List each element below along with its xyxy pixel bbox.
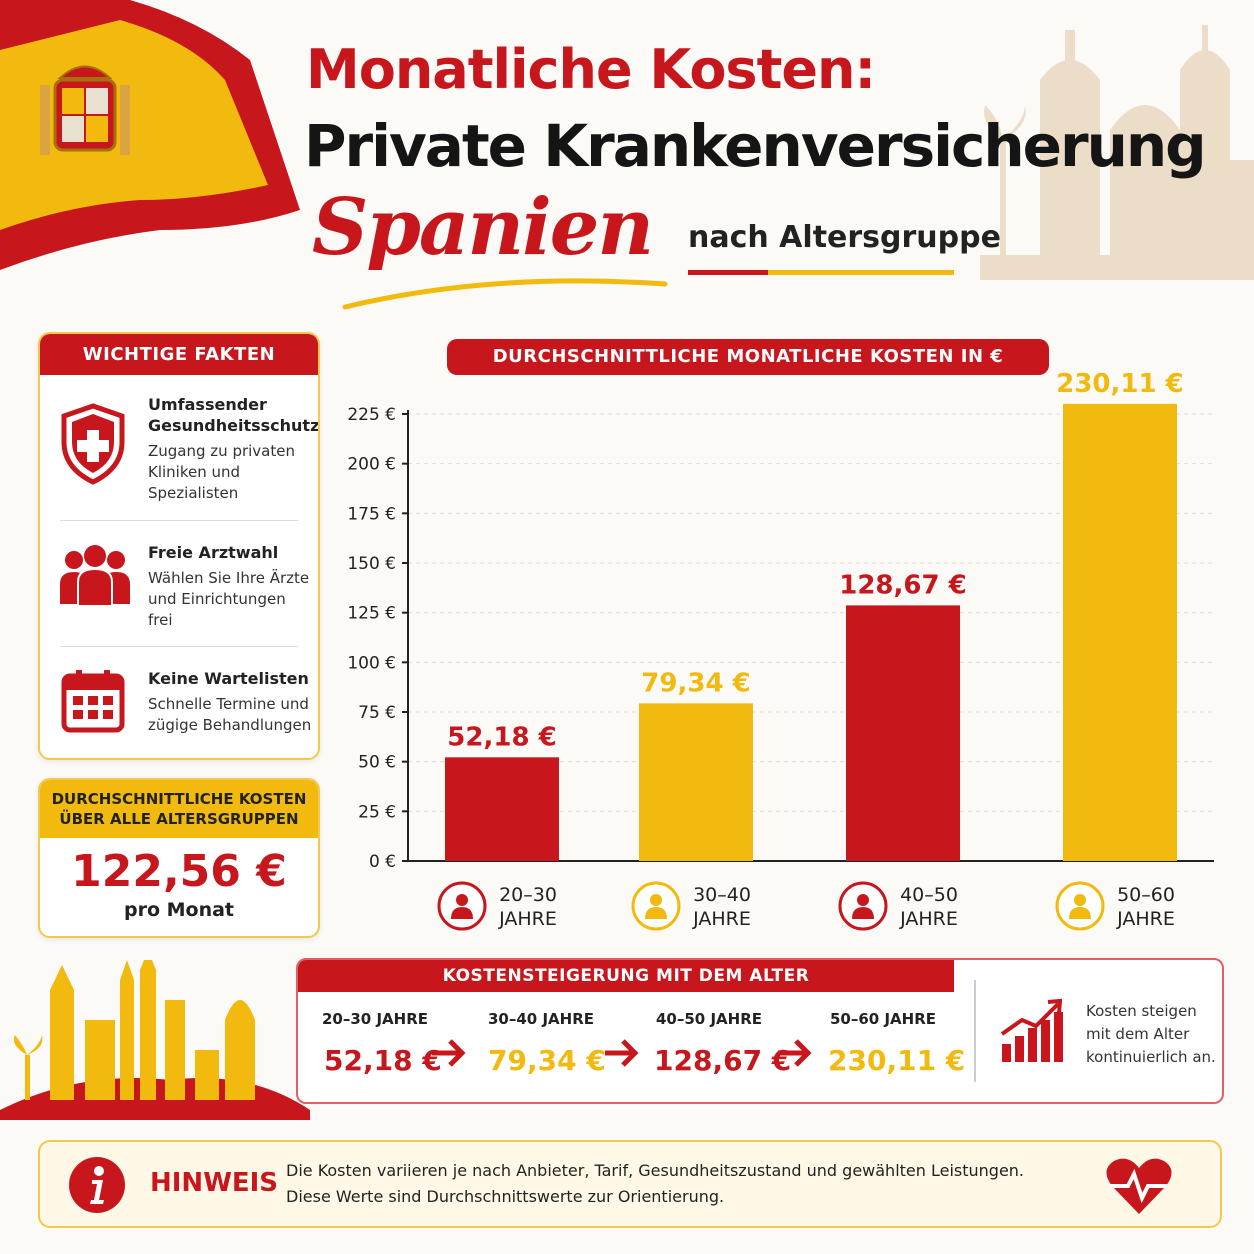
y-tick-label: 25 € bbox=[358, 802, 396, 822]
y-tick-label: 50 € bbox=[358, 753, 396, 773]
fact-title: Umfassender Gesundheitsschutz bbox=[148, 395, 320, 435]
facts-title: WICHTIGE FAKTEN bbox=[40, 334, 318, 375]
divider bbox=[60, 646, 298, 647]
category-label: JAHRE bbox=[1116, 908, 1175, 930]
person-icon-head bbox=[456, 894, 468, 906]
y-tick-label: 150 € bbox=[347, 554, 396, 574]
category-label: JAHRE bbox=[899, 908, 958, 930]
data-label: 230,11 € bbox=[1056, 370, 1183, 399]
cost-increase-card: KOSTENSTEIGERUNG MIT DEM ALTER 20–30 JAH… bbox=[296, 958, 1224, 1104]
category-label: 50–60 bbox=[1117, 884, 1175, 906]
y-tick-label: 200 € bbox=[347, 455, 396, 475]
chart-title: DURCHSCHNITTLICHE MONATLICHE KOSTEN IN € bbox=[447, 339, 1049, 375]
fact-title: Freie Arztwahl bbox=[148, 543, 279, 562]
title-line-3: Spanien bbox=[312, 182, 654, 273]
bar bbox=[846, 605, 960, 861]
category-label: JAHRE bbox=[692, 908, 751, 930]
average-title: DURCHSCHNITTLICHE KOSTEN ÜBER ALLE ALTER… bbox=[40, 780, 318, 838]
calendar-icon bbox=[61, 670, 125, 733]
bar bbox=[445, 757, 559, 861]
spain-flag-image bbox=[0, 0, 300, 270]
bar bbox=[1063, 403, 1177, 861]
skyline-image bbox=[0, 960, 310, 1120]
fact-desc: Wählen Sie Ihre Ärzte und Einrichtungen … bbox=[148, 569, 310, 629]
hinweis-text: Die Kosten variieren je nach Anbieter, T… bbox=[286, 1158, 1024, 1210]
y-tick-label: 225 € bbox=[347, 405, 396, 425]
person-icon-body bbox=[852, 907, 874, 919]
category-label: 40–50 bbox=[900, 884, 958, 906]
data-label: 128,67 € bbox=[839, 570, 966, 600]
person-icon-head bbox=[1074, 894, 1086, 906]
step-age: 20–30 JAHRE bbox=[322, 1010, 429, 1028]
subtitle-underline bbox=[688, 270, 954, 275]
person-icon-body bbox=[1069, 907, 1091, 919]
category-label: 30–40 bbox=[693, 884, 751, 906]
person-icon-body bbox=[645, 907, 667, 919]
bar bbox=[639, 703, 753, 861]
data-label: 52,18 € bbox=[447, 722, 556, 752]
data-label: 79,34 € bbox=[641, 668, 750, 698]
people-icon bbox=[60, 545, 130, 607]
y-tick-label: 0 € bbox=[369, 852, 396, 872]
arrow-right-icon bbox=[778, 1039, 812, 1067]
cathedral-image bbox=[980, 25, 1254, 280]
shield-cross-icon bbox=[61, 403, 125, 485]
average-unit: pro Monat bbox=[123, 899, 235, 921]
person-icon-head bbox=[857, 894, 869, 906]
growth-chart-icon bbox=[1000, 998, 1063, 1062]
step-value: 230,11 € bbox=[828, 1044, 966, 1077]
heart-pulse-icon bbox=[1106, 1158, 1172, 1214]
fact-desc: Schnelle Termine und zügige Behandlungen bbox=[148, 695, 312, 734]
fact-desc: Zugang zu privaten Kliniken und Speziali… bbox=[148, 442, 295, 502]
y-tick-label: 75 € bbox=[358, 703, 396, 723]
hinweis-line-2: Diese Werte sind Durchschnittswerte zur … bbox=[286, 1187, 725, 1206]
title-line-2: Private Krankenversicherung bbox=[304, 112, 1207, 180]
step-value: 52,18 € bbox=[324, 1044, 442, 1077]
y-tick-label: 125 € bbox=[347, 604, 396, 624]
average-card: DURCHSCHNITTLICHE KOSTEN ÜBER ALLE ALTER… bbox=[38, 778, 320, 938]
average-value: 122,56 € bbox=[71, 846, 287, 897]
arrow-right-icon bbox=[605, 1039, 639, 1067]
y-tick-label: 100 € bbox=[347, 653, 396, 673]
step-age: 30–40 JAHRE bbox=[488, 1010, 595, 1028]
y-tick-label: 175 € bbox=[347, 504, 396, 524]
person-icon-body bbox=[451, 907, 473, 919]
cost-increase-note: Kosten steigen mit dem Alter kontinuierl… bbox=[1086, 1002, 1216, 1066]
step-value: 79,34 € bbox=[488, 1044, 606, 1077]
arrow-right-icon bbox=[432, 1039, 466, 1067]
step-age: 40–50 JAHRE bbox=[656, 1010, 763, 1028]
fact-title: Keine Wartelisten bbox=[148, 669, 309, 688]
coat-of-arms-icon bbox=[40, 65, 130, 155]
hinweis-line-1: Die Kosten variieren je nach Anbieter, T… bbox=[286, 1161, 1025, 1180]
category-label: JAHRE bbox=[498, 908, 557, 930]
title-swoosh bbox=[342, 278, 668, 310]
info-icon bbox=[69, 1157, 125, 1213]
cost-increase-title: KOSTENSTEIGERUNG MIT DEM ALTER bbox=[298, 960, 954, 992]
divider bbox=[60, 520, 298, 521]
hinweis-title: HINWEIS bbox=[150, 1168, 279, 1198]
step-age: 50–60 JAHRE bbox=[830, 1010, 937, 1028]
step-value: 128,67 € bbox=[654, 1044, 792, 1077]
person-icon-head bbox=[650, 894, 662, 906]
title-line-1: Monatliche Kosten: bbox=[306, 38, 876, 101]
facts-card: WICHTIGE FAKTEN Umfassender Gesundheitss… bbox=[38, 332, 320, 760]
hinweis-box: HINWEIS Die Kosten variieren je nach Anb… bbox=[38, 1140, 1222, 1228]
category-label: 20–30 bbox=[499, 884, 557, 906]
bar-chart: 0 € 25 € 50 € 75 € 100 € 125 € 150 € 175 € 200 €… bbox=[347, 370, 1214, 931]
subtitle: nach Altersgruppe bbox=[688, 220, 1001, 255]
separator bbox=[974, 980, 976, 1082]
